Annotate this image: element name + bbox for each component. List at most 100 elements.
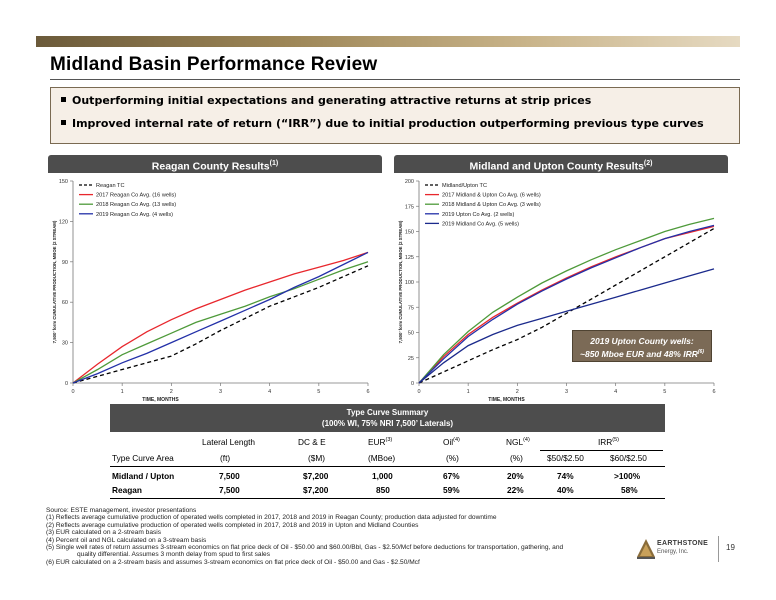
col-ngl-unit: (%) <box>510 453 523 463</box>
reagan-chart-header: Reagan County Results(1) <box>48 155 382 173</box>
x-axis-label: TIME, MONTHS <box>488 397 525 403</box>
y-tick-label: 200 <box>405 179 414 185</box>
x-tick-label: 2 <box>516 389 519 395</box>
y-tick-label: 50 <box>408 331 414 337</box>
x-tick-label: 6 <box>366 389 369 395</box>
row-1-irr-b: >100% <box>614 471 641 481</box>
y-tick-label: 60 <box>62 300 68 306</box>
col-lateral-unit: (ft) <box>220 453 231 463</box>
legend-entry: Midland/Upton TC <box>442 183 487 189</box>
table-header-row-2: Type Curve Area (ft) ($M) (MBoe) (%) (%)… <box>110 453 665 466</box>
y-tick-label: 0 <box>411 381 414 387</box>
row-1-oil: 67% <box>443 471 460 481</box>
row-2-oil: 59% <box>443 485 460 495</box>
row-2-lateral: 7,500 <box>219 485 240 495</box>
col-eur-unit: (MBoe) <box>368 453 396 463</box>
irr-header-rule <box>540 450 663 451</box>
x-tick-label: 1 <box>467 389 470 395</box>
y-tick-label: 100 <box>405 280 414 286</box>
x-tick-label: 3 <box>565 389 568 395</box>
y-tick-label: 30 <box>62 341 68 347</box>
col-oil: Oil(4) <box>443 437 460 447</box>
midland-chart-header: Midland and Upton County Results(2) <box>394 155 728 173</box>
col-lateral: Lateral Length <box>202 437 256 447</box>
col-ngl-note: (4) <box>523 437 530 444</box>
footnotes: Source: ESTE management, investor presen… <box>46 507 726 566</box>
legend-entry: 2019 Midland Co Avg. (5 wells) <box>442 221 519 227</box>
table-bottom-rule <box>110 498 665 499</box>
table-title: Type Curve Summary <box>346 408 429 417</box>
col-dc: DC & E <box>298 437 326 447</box>
bullet-1: Outperforming initial expectations and g… <box>61 94 729 108</box>
table-subtitle: (100% WI, 75% NRI 7,500’ Laterals) <box>321 419 454 428</box>
col-oil-unit: (%) <box>446 453 459 463</box>
col-irr-a: $50/$2.50 <box>547 453 584 463</box>
row-2-area: Reagan <box>112 485 142 495</box>
logo-subtitle: Energy, Inc. <box>657 549 689 555</box>
y-tick-label: 90 <box>62 260 68 266</box>
bullet-1-text: Outperforming initial expectations and g… <box>72 94 592 107</box>
row-2-eur: 850 <box>376 485 390 495</box>
col-eur: EUR(3) <box>368 437 392 447</box>
y-axis-label: 7,500’ form CUMULATIVE PRODUCTION, MBOE … <box>52 220 57 343</box>
series-line <box>418 268 715 384</box>
legend-entry: 2017 Reagan Co Avg. (16 wells) <box>96 193 176 199</box>
callout-note: (6) <box>697 349 704 355</box>
bullet-2: Improved internal rate of return (“IRR”)… <box>61 117 729 131</box>
callout-line-1: 2019 Upton County wells: <box>590 336 694 346</box>
series-line <box>418 224 715 384</box>
legend-entry: 2017 Midland & Upton Co Avg. (6 wells) <box>442 193 541 199</box>
series-line <box>72 251 369 384</box>
footnote-6: (6) EUR calculated on a 2-stream basis a… <box>46 558 420 566</box>
company-logo: EARTHSTONE Energy, Inc. <box>637 536 717 562</box>
table-row: Reagan 7,500 $7,200 850 59% 22% 40% 58% <box>110 485 665 498</box>
col-eur-note: (3) <box>385 437 393 444</box>
x-tick-label: 4 <box>614 389 617 395</box>
row-2-dc: $7,200 <box>303 485 329 495</box>
table-row: Midland / Upton 7,500 $7,200 1,000 67% 2… <box>110 471 665 484</box>
y-tick-label: 120 <box>59 219 68 225</box>
midland-upton-chart: 0 25 50 75 100 125 150 175 200 0 1 2 3 4 5 6 TIME, MONTH… <box>398 179 716 403</box>
series-line <box>418 217 715 384</box>
series-line <box>72 251 369 384</box>
callout-line-2: ~850 Mboe EUR and 48% IRR <box>580 348 698 359</box>
table-header-rule <box>110 466 665 467</box>
row-1-eur: 1,000 <box>372 471 393 481</box>
midland-chart-title: Midland and Upton County Results <box>469 160 644 173</box>
top-accent-bar <box>36 36 740 47</box>
footnote-5-cont: quality differential. Assumes 3 month de… <box>77 551 271 559</box>
row-1-lateral: 7,500 <box>219 471 240 481</box>
col-irr-label: IRR <box>598 437 613 447</box>
series-line <box>72 265 369 384</box>
y-tick-label: 25 <box>408 356 414 362</box>
col-eur-label: EUR <box>368 437 386 447</box>
logo-divider <box>718 536 719 562</box>
x-axis-label: TIME, MONTHS <box>142 397 179 403</box>
footnote-5: (5) Single well rates of return assumes … <box>46 544 564 552</box>
legend-entry: 2019 Upton Co Avg. (2 wells) <box>442 212 514 218</box>
x-tick-label: 6 <box>712 389 715 395</box>
reagan-chart-title: Reagan County Results <box>151 160 270 173</box>
legend-entry: 2018 Midland & Upton Co Avg. (3 wells) <box>442 202 541 208</box>
row-2-ngl: 22% <box>507 485 524 495</box>
logo-name: EARTHSTONE <box>657 540 709 547</box>
col-dc-unit: ($M) <box>308 453 326 463</box>
x-tick-label: 4 <box>268 389 271 395</box>
y-tick-label: 150 <box>59 179 68 185</box>
footnote-1: (1) Reflects average cumulative producti… <box>46 514 497 522</box>
highlights-box: Outperforming initial expectations and g… <box>50 87 740 144</box>
series-line <box>418 227 715 384</box>
row-1-irr-a: 74% <box>557 471 574 481</box>
legend-entry: 2019 Reagan Co Avg. (4 wells) <box>96 212 173 218</box>
y-axis-label: 7,500’ form CUMULATIVE PRODUCTION, MBOE … <box>398 220 403 343</box>
x-tick-label: 3 <box>219 389 222 395</box>
x-tick-label: 1 <box>121 389 124 395</box>
row-1-dc: $7,200 <box>303 471 329 481</box>
footnote-4: (4) Percent oil and NGL calculated on a … <box>46 536 207 544</box>
bullet-square-icon <box>61 97 66 102</box>
x-tick-label: 0 <box>417 389 420 395</box>
footnote-2: (2) Reflects average cumulative producti… <box>46 521 419 529</box>
table-header-row-1: Lateral Length DC & E EUR(3) Oil(4) NGL(… <box>110 437 665 450</box>
type-curve-table: Type Curve Summary (100% WI, 75% NRI 7,5… <box>110 404 665 499</box>
row-2-irr-b: 58% <box>621 485 638 495</box>
